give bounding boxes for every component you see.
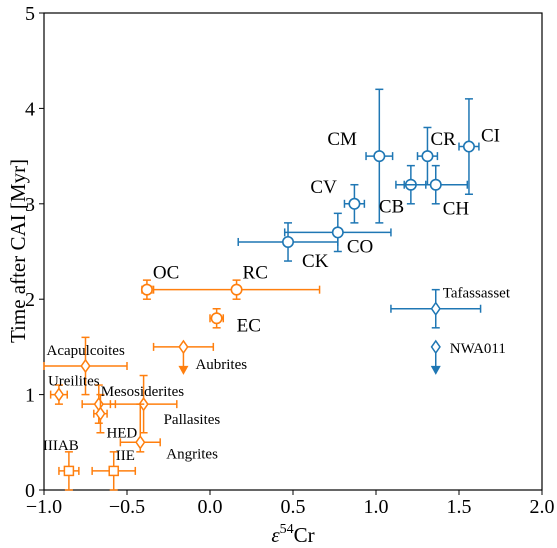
data-point-nwa011 xyxy=(430,339,441,375)
x-axis-title: ε54Cr xyxy=(271,522,314,547)
data-point-angrites xyxy=(119,403,161,453)
data-point-ci xyxy=(458,98,480,196)
marker-diamond xyxy=(80,358,91,374)
data-point-rc xyxy=(152,279,321,300)
axis-ticks: −1.0 −0.5 0.0 0.5 1.0 1.5 2.0 0 1 2 3 4 5 xyxy=(25,3,555,518)
y-tick-label: 3 xyxy=(25,194,35,216)
y-tick-label: 2 xyxy=(25,289,35,311)
x-tick-label: 0.0 xyxy=(198,496,223,518)
data-point-iiiab xyxy=(58,451,80,491)
marker-circle xyxy=(282,235,295,248)
data-point-iie xyxy=(91,451,137,491)
marker-diamond xyxy=(430,301,441,317)
x-tick-label: 2.0 xyxy=(530,496,555,518)
y-tick-label: 1 xyxy=(25,385,35,407)
data-series xyxy=(43,88,482,491)
point-label-mesosiderites: Mesosiderites xyxy=(101,384,184,400)
y-tick-label: 5 xyxy=(25,3,35,25)
marker-square xyxy=(63,465,75,477)
point-label-ureilites: Ureilites xyxy=(48,374,100,390)
data-point-tafassasset xyxy=(390,288,482,329)
y-tick-label: 4 xyxy=(25,98,35,120)
data-point-ck xyxy=(237,222,339,262)
point-label-hed: HED xyxy=(106,426,137,442)
y-axis-title: Time after CAI [Myr] xyxy=(6,159,30,343)
data-point-oc xyxy=(140,279,153,300)
data-point-cm xyxy=(365,88,394,224)
y-tick-label: 0 xyxy=(25,480,35,502)
marker-circle xyxy=(348,197,361,210)
point-label-ec: EC xyxy=(237,315,261,336)
x-tick-label: −1.0 xyxy=(26,496,62,518)
point-label-co: CO xyxy=(347,236,373,257)
marker-diamond xyxy=(135,434,146,450)
marker-square xyxy=(108,465,119,477)
point-labels: CI CR CM CB CH CV CO CK Tafassasset NWA011 OC RC EC A… xyxy=(43,126,511,464)
upper-limit-arrow xyxy=(430,365,441,375)
point-label-iie: IIE xyxy=(116,448,135,464)
data-point-acapulcoites xyxy=(43,336,128,396)
data-point-ureilites xyxy=(49,384,68,405)
marker-circle xyxy=(462,140,475,153)
marker-circle xyxy=(421,150,434,163)
x-axis-title-unit: Cr xyxy=(294,523,315,547)
point-label-pallasites: Pallasites xyxy=(164,412,221,428)
marker-diamond xyxy=(53,387,65,402)
point-label-nwa011: NWA011 xyxy=(450,341,506,357)
marker-diamond xyxy=(430,339,441,355)
point-label-angrites: Angrites xyxy=(166,446,218,462)
point-label-ck: CK xyxy=(302,251,329,272)
point-label-cv: CV xyxy=(310,177,337,198)
data-point-aubrites xyxy=(152,339,215,375)
point-label-cr: CR xyxy=(430,129,456,150)
marker-circle xyxy=(230,283,243,296)
x-tick-label: 1.5 xyxy=(447,496,472,518)
data-point-cv xyxy=(343,183,366,224)
data-point-ec xyxy=(209,307,225,329)
x-tick-label: −0.5 xyxy=(109,496,145,518)
point-label-tafassasset: Tafassasset xyxy=(443,286,511,302)
marker-circle xyxy=(373,150,386,163)
marker-circle xyxy=(210,312,223,325)
data-point-ch xyxy=(403,164,469,205)
plot-frame xyxy=(43,12,543,491)
data-point-cr xyxy=(416,126,439,186)
marker-diamond xyxy=(178,339,189,355)
point-label-cm: CM xyxy=(327,129,357,150)
point-label-ci: CI xyxy=(481,126,500,147)
x-tick-label: 1.0 xyxy=(364,496,389,518)
marker-circle xyxy=(331,226,344,239)
x-axis-title-superscript: 54 xyxy=(280,522,294,537)
point-label-aubrites: Aubrites xyxy=(195,357,247,373)
x-axis-title-symbol: ε xyxy=(271,523,280,547)
upper-limit-arrow xyxy=(178,365,189,375)
point-label-ch: CH xyxy=(443,199,470,220)
point-label-cb: CB xyxy=(379,197,404,218)
marker-circle xyxy=(429,178,442,191)
point-label-oc: OC xyxy=(153,263,179,284)
x-tick-label: 0.5 xyxy=(281,496,306,518)
data-point-hed xyxy=(93,393,108,434)
point-label-acapulcoites: Acapulcoites xyxy=(47,343,125,359)
point-label-rc: RC xyxy=(243,263,268,284)
marker-circle xyxy=(140,283,153,296)
marker-diamond xyxy=(95,406,106,421)
point-label-iiiab: IIIAB xyxy=(43,438,79,454)
